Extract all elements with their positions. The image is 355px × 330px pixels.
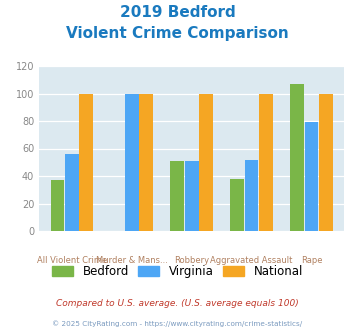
Bar xyxy=(259,93,273,231)
Bar xyxy=(170,161,184,231)
Text: Robbery: Robbery xyxy=(174,256,209,265)
Text: Compared to U.S. average. (U.S. average equals 100): Compared to U.S. average. (U.S. average … xyxy=(56,299,299,308)
Bar xyxy=(305,122,318,231)
Bar xyxy=(199,93,213,231)
Bar xyxy=(185,161,198,231)
Bar xyxy=(319,93,333,231)
Text: Aggravated Assault: Aggravated Assault xyxy=(211,256,293,265)
Text: Violent Crime Comparison: Violent Crime Comparison xyxy=(66,26,289,41)
Bar xyxy=(230,179,244,231)
Bar xyxy=(51,180,65,231)
Bar xyxy=(245,159,258,231)
Bar xyxy=(139,93,153,231)
Text: Rape: Rape xyxy=(301,256,322,265)
Text: All Violent Crime: All Violent Crime xyxy=(37,256,107,265)
Text: 2019 Bedford: 2019 Bedford xyxy=(120,5,235,20)
Legend: Bedford, Virginia, National: Bedford, Virginia, National xyxy=(52,265,303,278)
Bar xyxy=(290,84,304,231)
Text: © 2025 CityRating.com - https://www.cityrating.com/crime-statistics/: © 2025 CityRating.com - https://www.city… xyxy=(53,320,302,327)
Bar xyxy=(80,93,93,231)
Bar xyxy=(125,93,139,231)
Bar xyxy=(65,154,79,231)
Text: Murder & Mans...: Murder & Mans... xyxy=(96,256,168,265)
